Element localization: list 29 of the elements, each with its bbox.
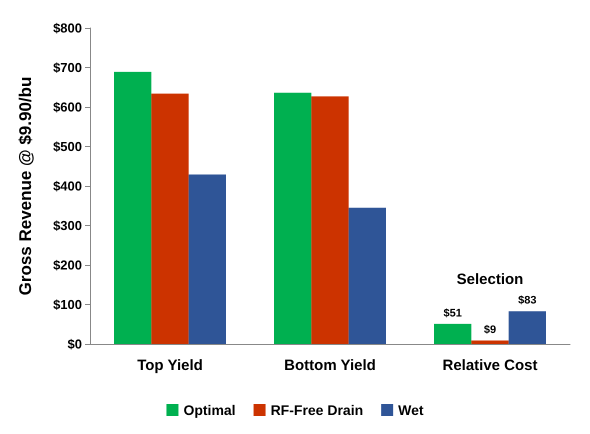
bar: [508, 311, 546, 344]
y-tick-label: $800: [53, 20, 82, 36]
y-tick-label: $700: [53, 60, 82, 75]
bar: [114, 72, 152, 344]
data-label: $83: [518, 294, 537, 307]
data-label: $51: [443, 307, 462, 320]
bar: [348, 208, 386, 344]
y-tick-label: $400: [53, 178, 82, 194]
bar: [274, 92, 312, 344]
data-label: $9: [484, 324, 496, 336]
legend-label: Optimal: [183, 402, 236, 418]
x-tick-label: Top Yield: [137, 357, 203, 374]
bar: [188, 174, 226, 344]
bar: [434, 324, 472, 344]
annotation: Selection: [456, 271, 524, 288]
bar: [151, 94, 189, 344]
y-tick-label: $100: [53, 297, 82, 312]
x-tick-label: Bottom Yield: [284, 357, 376, 374]
bar: [471, 340, 509, 344]
y-tick-label: $300: [53, 218, 82, 233]
x-tick-label: Relative Cost: [442, 357, 538, 374]
y-tick-label: $500: [53, 139, 82, 154]
y-tick-label: $0: [68, 336, 82, 352]
legend-label: RF-Free Drain: [270, 402, 364, 418]
y-tick-label: $600: [53, 100, 82, 114]
y-tick-label: $200: [53, 258, 82, 272]
y-axis-title: Gross Revenue @ $9.90/bu: [16, 76, 35, 296]
bar: [311, 96, 349, 344]
legend-label: Wet: [398, 402, 424, 418]
